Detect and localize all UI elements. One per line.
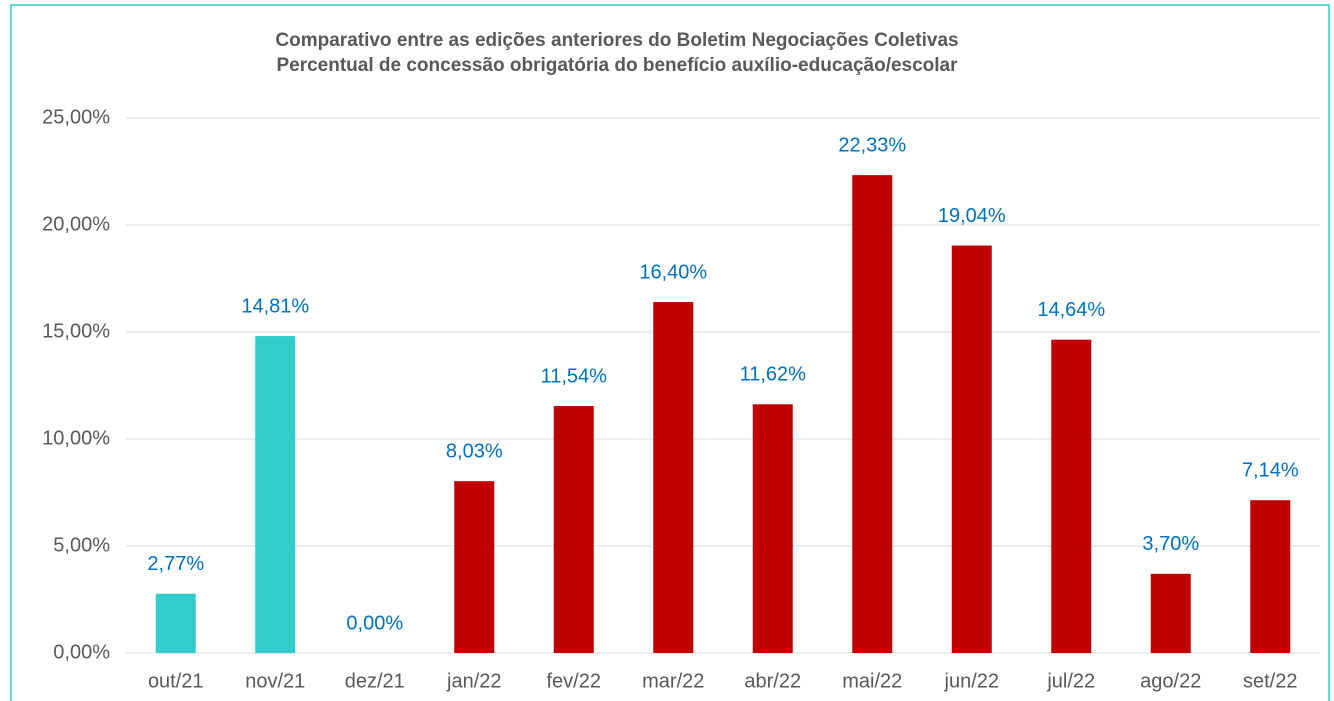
x-tick-label: set/22 xyxy=(1243,670,1297,692)
data-label: 11,54% xyxy=(541,365,608,387)
bar xyxy=(951,245,992,653)
data-label: 7,14% xyxy=(1242,459,1299,481)
y-tick-label: 10,00% xyxy=(42,427,110,449)
data-label: 0,00% xyxy=(346,612,403,634)
chart-title: Comparativo entre as edições anteriores … xyxy=(275,30,958,51)
data-label: 14,64% xyxy=(1037,299,1105,321)
bar xyxy=(1150,573,1191,653)
x-tick-label: ago/22 xyxy=(1140,670,1201,692)
y-tick-label: 25,00% xyxy=(42,106,110,128)
data-label: 2,77% xyxy=(147,553,204,575)
bar xyxy=(255,336,296,653)
data-label: 16,40% xyxy=(639,261,707,283)
x-tick-label: jul/22 xyxy=(1046,670,1095,692)
y-tick-label: 0,00% xyxy=(53,641,110,663)
data-label: 14,81% xyxy=(241,295,309,317)
y-tick-label: 20,00% xyxy=(42,213,110,235)
data-label: 8,03% xyxy=(446,440,503,462)
bar xyxy=(1051,339,1092,653)
y-tick-label: 5,00% xyxy=(53,534,110,556)
x-tick-label: nov/21 xyxy=(245,670,305,692)
bar xyxy=(553,406,594,653)
bar xyxy=(653,302,694,653)
x-tick-label: mai/22 xyxy=(842,670,902,692)
x-tick-label: fev/22 xyxy=(547,670,601,692)
y-tick-label: 15,00% xyxy=(42,320,110,342)
data-label: 19,04% xyxy=(938,205,1006,227)
x-tick-label: jan/22 xyxy=(446,670,502,692)
x-tick-label: mar/22 xyxy=(642,670,704,692)
frame xyxy=(10,4,1330,701)
data-label: 11,62% xyxy=(740,364,807,386)
x-tick-label: dez/21 xyxy=(345,670,405,692)
bar xyxy=(1250,500,1291,653)
bar xyxy=(852,175,893,653)
x-tick-label: out/21 xyxy=(148,670,204,692)
bar xyxy=(752,404,793,653)
chart-subtitle: Percentual de concessão obrigatória do b… xyxy=(276,55,958,76)
bar xyxy=(454,481,495,653)
data-label: 22,33% xyxy=(838,134,906,156)
x-tick-label: abr/22 xyxy=(744,670,801,692)
x-tick-label: jun/22 xyxy=(944,670,1000,692)
bar xyxy=(155,593,196,653)
data-label: 3,70% xyxy=(1142,533,1199,555)
